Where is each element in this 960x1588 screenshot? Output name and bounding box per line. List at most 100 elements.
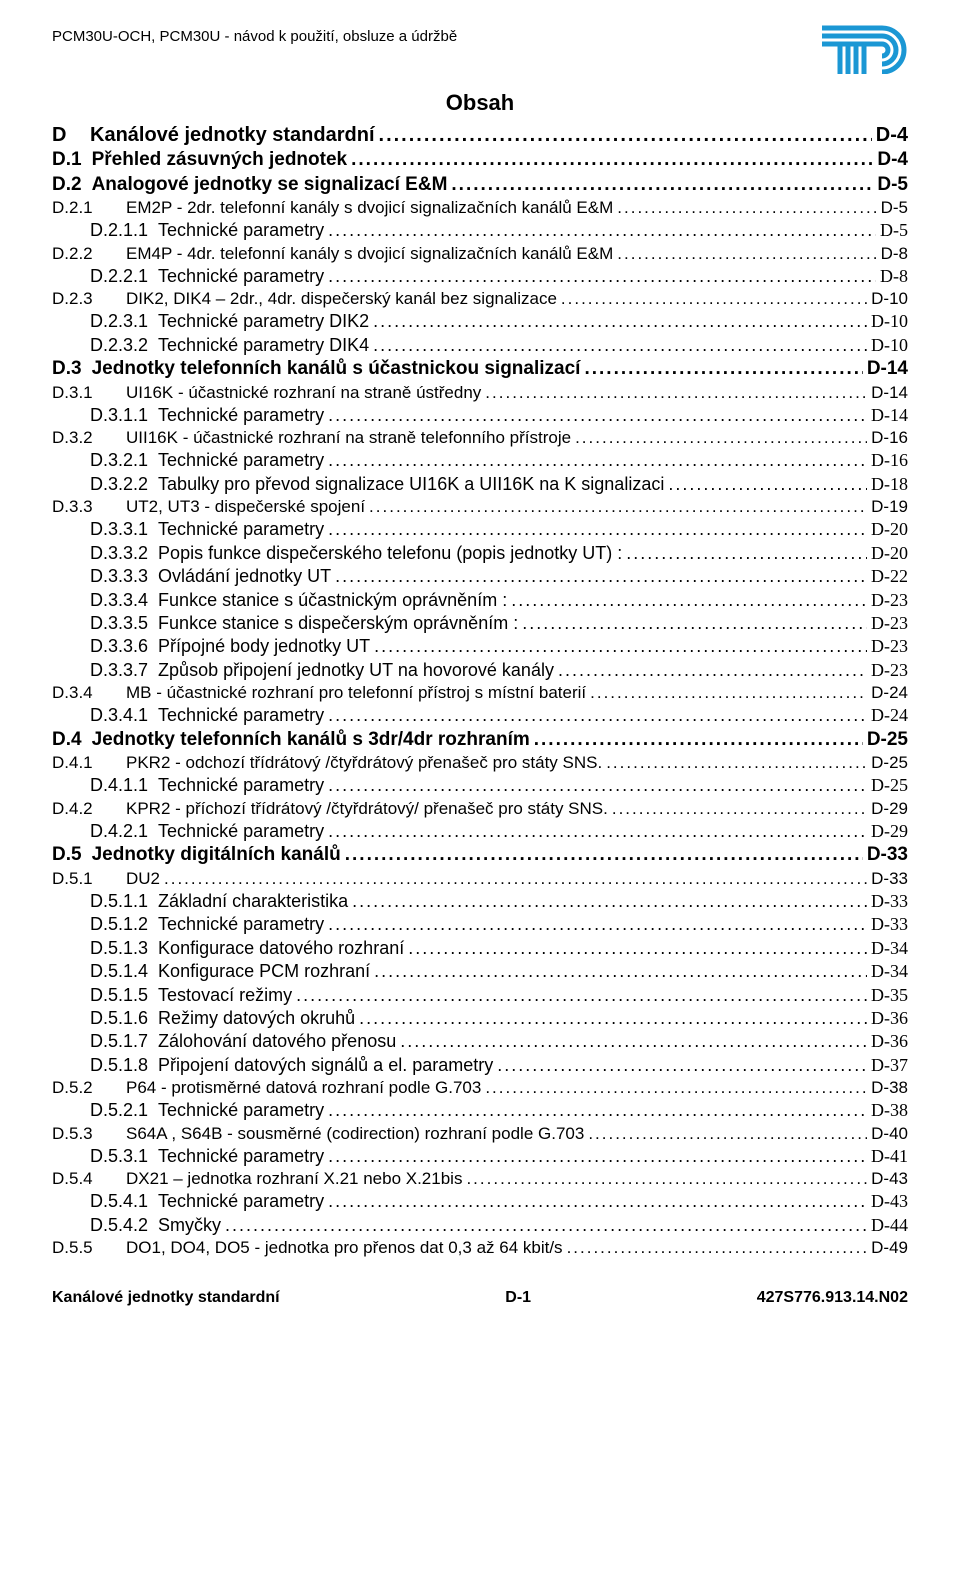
toc-num: D.3.4.1 <box>90 704 158 727</box>
toc-page: D-38 <box>871 1099 908 1122</box>
toc-page: D-14 <box>867 357 908 382</box>
toc-label: Technické parametry <box>158 820 324 843</box>
toc-leader <box>328 774 867 797</box>
toc-num: D.5.4.2 <box>90 1214 158 1237</box>
toc-entry: D.3.2.1Technické parametryD-16 <box>52 449 908 472</box>
toc-num: D.3.2.2 <box>90 473 158 496</box>
toc-page: D-8 <box>880 265 908 288</box>
toc-leader <box>617 243 876 265</box>
toc-label: Konfigurace PCM rozhraní <box>158 960 370 983</box>
toc-num: D.3.4 <box>52 682 126 704</box>
toc-num: D.3.2 <box>52 427 126 449</box>
toc-label: P64 - protisměrné datová rozhraní podle … <box>126 1077 481 1099</box>
toc-leader <box>379 122 872 148</box>
toc-label: DU2 <box>126 868 160 890</box>
toc-page: D-8 <box>881 243 908 265</box>
toc-label: Jednotky telefonních kanálů s 3dr/4dr ro… <box>92 728 530 753</box>
toc-leader <box>328 404 867 427</box>
toc-label: Technické parametry <box>158 774 324 797</box>
toc-page: D-23 <box>871 635 908 658</box>
toc-label: KPR2 - příchozí třídrátový /čtyřdrátový/… <box>126 798 608 820</box>
toc-entry: D.3.1.1Technické parametryD-14 <box>52 404 908 427</box>
toc-label: UT2, UT3 - dispečerské spojení <box>126 496 365 518</box>
toc-label: Technické parametry <box>158 913 324 936</box>
toc-page: D-23 <box>871 589 908 612</box>
toc-label: Přípojné body jednotky UT <box>158 635 370 658</box>
toc-entry: DKanálové jednotky standardníD-4 <box>52 122 908 148</box>
toc-leader <box>328 219 876 242</box>
toc-leader <box>328 265 876 288</box>
toc-entry: D.3.2UII16K - účastnické rozhraní na str… <box>52 427 908 449</box>
toc-label: Funkce stanice s dispečerským oprávněním… <box>158 612 518 635</box>
toc-entry: D.5.2.1Technické parametryD-38 <box>52 1099 908 1122</box>
toc-entry: D.1Přehled zásuvných jednotekD-4 <box>52 148 908 173</box>
toc-label: Technické parametry <box>158 1190 324 1213</box>
toc-label: Technické parametry <box>158 1099 324 1122</box>
toc-leader <box>225 1214 867 1237</box>
toc-page: D-5 <box>877 173 908 198</box>
toc-entry: D.5.3S64A , S64B - sousměrné (codirectio… <box>52 1123 908 1145</box>
toc-entry: D.2.3.2Technické parametry DIK4D-10 <box>52 334 908 357</box>
toc-page: D-20 <box>871 542 908 565</box>
toc-page: D-14 <box>871 404 908 427</box>
toc-leader <box>588 1123 867 1145</box>
toc-label: Analogové jednotky se signalizací E&M <box>92 173 448 198</box>
toc-num: D.5.3 <box>52 1123 126 1145</box>
toc-page: D-36 <box>871 1030 908 1053</box>
toc-entry: D.3.3.7Způsob připojení jednotky UT na h… <box>52 659 908 682</box>
toc-leader <box>328 1145 867 1168</box>
toc-num: D.4.1 <box>52 752 126 774</box>
toc-entry: D.3.3.4Funkce stanice s účastnickým oprá… <box>52 589 908 612</box>
toc-num: D.2.3 <box>52 288 126 310</box>
toc-num: D.1 <box>52 148 92 173</box>
toc-num: D.3.3.7 <box>90 659 158 682</box>
toc-num: D.5.4 <box>52 1168 126 1190</box>
toc-leader <box>497 1054 867 1077</box>
toc-leader <box>558 659 867 682</box>
toc-num: D.5.1.6 <box>90 1007 158 1030</box>
toc-label: Konfigurace datového rozhraní <box>158 937 404 960</box>
toc-num: D.3 <box>52 357 92 382</box>
toc-label: Způsob připojení jednotky UT na hovorové… <box>158 659 554 682</box>
toc-label: Technické parametry <box>158 704 324 727</box>
toc-page: D-10 <box>871 334 908 357</box>
toc-num: D.3.1 <box>52 382 126 404</box>
toc-leader <box>408 937 867 960</box>
toc-entry: D.3.1UI16K - účastnické rozhraní na stra… <box>52 382 908 404</box>
toc-label: EM2P - 2dr. telefonní kanály s dvojicí s… <box>126 197 613 219</box>
toc-leader <box>328 449 867 472</box>
toc-leader <box>575 427 867 449</box>
toc-label: Jednotky digitálních kanálů <box>92 843 341 868</box>
toc-leader <box>374 960 867 983</box>
toc-leader <box>612 798 867 820</box>
toc-entry: D.3.4MB - účastnické rozhraní pro telefo… <box>52 682 908 704</box>
toc-page: D-43 <box>871 1190 908 1213</box>
toc-num: D.5.1.7 <box>90 1030 158 1053</box>
toc-page: D-36 <box>871 1007 908 1030</box>
toc-page: D-33 <box>867 843 908 868</box>
toc-num: D.2.2.1 <box>90 265 158 288</box>
toc-leader <box>374 635 867 658</box>
toc-entry: D.5.1.7Zálohování datového přenosuD-36 <box>52 1030 908 1053</box>
toc-page: D-4 <box>876 122 908 148</box>
toc-label: UI16K - účastnické rozhraní na straně ús… <box>126 382 481 404</box>
toc-entry: D.5.1.8Připojení datových signálů a el. … <box>52 1054 908 1077</box>
footer-right: 427S776.913.14.N02 <box>757 1289 908 1307</box>
toc-page: D-33 <box>871 868 908 890</box>
toc-page: D-14 <box>871 382 908 404</box>
toc-page: D-29 <box>871 798 908 820</box>
toc-page: D-10 <box>871 310 908 333</box>
table-of-contents: DKanálové jednotky standardníD-4D.1Přehl… <box>52 122 908 1259</box>
footer-left: Kanálové jednotky standardní <box>52 1289 280 1307</box>
toc-leader <box>345 843 863 868</box>
toc-num: D.5.1.5 <box>90 984 158 1007</box>
toc-page: D-16 <box>871 449 908 472</box>
toc-num: D.5 <box>52 843 92 868</box>
toc-label: Technické parametry <box>158 265 324 288</box>
toc-leader <box>522 612 867 635</box>
toc-leader <box>534 728 863 753</box>
toc-leader <box>451 173 873 198</box>
toc-page: D-24 <box>871 704 908 727</box>
toc-page: D-25 <box>867 728 908 753</box>
toc-num: D.4.2.1 <box>90 820 158 843</box>
